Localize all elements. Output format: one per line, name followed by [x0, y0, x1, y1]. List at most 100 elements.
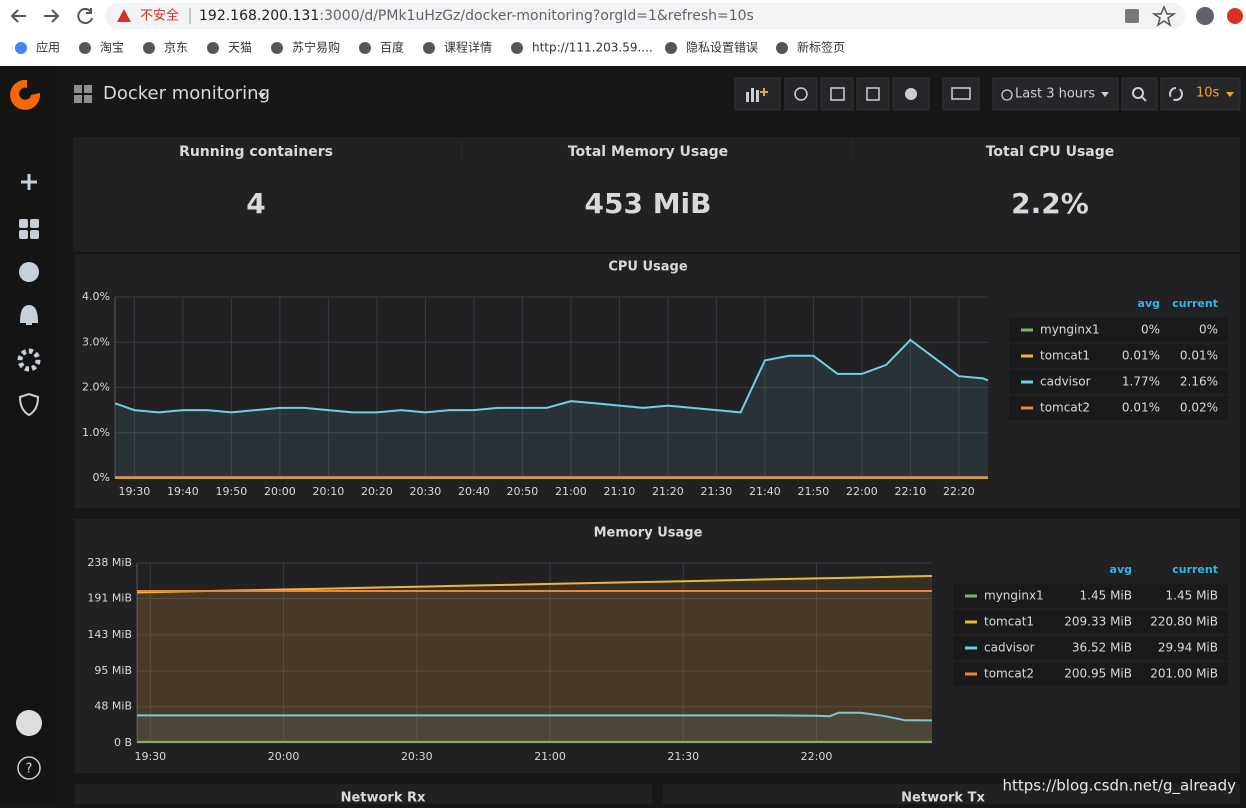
legend-current: 220.80 MiB — [1150, 615, 1218, 629]
zoom-button[interactable] — [1121, 77, 1158, 111]
dashboard-title[interactable]: Docker monitoring — [103, 83, 270, 104]
y-tick-label: 0% — [93, 471, 110, 484]
x-tick-label: 22:20 — [943, 485, 975, 498]
y-tick-label: 0 B — [114, 736, 132, 749]
series-line — [137, 711, 933, 722]
share-button[interactable] — [820, 77, 854, 111]
stat-title: Running containers — [179, 144, 333, 160]
x-tick-label: 21:30 — [701, 485, 733, 498]
save-button[interactable] — [856, 77, 890, 111]
y-tick-label: 1.0% — [82, 426, 110, 439]
legend-name: cadvisor — [984, 641, 1035, 655]
bookmark-icon — [143, 42, 155, 54]
bookmark[interactable]: 百度 — [380, 40, 404, 55]
area-fill — [115, 340, 988, 478]
x-tick-label: 20:00 — [268, 750, 300, 763]
toolbar — [734, 77, 1241, 111]
legend-current: 201.00 MiB — [1150, 667, 1218, 681]
help-icon[interactable] — [17, 756, 41, 780]
forward-button[interactable] — [44, 9, 60, 23]
watermark: https://blog.csdn.net/g_already — [1003, 777, 1237, 796]
legend-row — [1009, 396, 1228, 420]
legend-row — [1009, 344, 1228, 368]
back-button[interactable] — [10, 9, 26, 23]
profile-icon[interactable] — [1196, 7, 1214, 25]
caret — [258, 93, 266, 98]
grafana-logo[interactable] — [10, 79, 41, 110]
bookmark-icon — [359, 42, 371, 54]
menu-icon[interactable] — [1227, 8, 1243, 24]
bookmark[interactable]: 隐私设置错误 — [686, 41, 758, 55]
series-line — [114, 338, 989, 414]
refresh-interval[interactable]: 10s — [1196, 86, 1220, 101]
bookmark-icon — [207, 42, 219, 54]
bookmark[interactable]: 苏宁易购 — [292, 40, 340, 55]
legend-avg: 36.52 MiB — [1072, 641, 1132, 655]
legend-current: 0% — [1199, 323, 1218, 337]
stat-value: 4 — [246, 187, 265, 220]
star-icon[interactable] — [1151, 5, 1177, 27]
y-tick-label: 191 MiB — [87, 592, 132, 605]
config-icon[interactable] — [17, 348, 41, 372]
bookmark[interactable]: 应用 — [36, 40, 60, 55]
x-tick-label: 20:10 — [313, 485, 345, 498]
bookmark-icon — [423, 42, 435, 54]
legend-avg: 200.95 MiB — [1064, 667, 1132, 681]
x-tick-label: 19:30 — [134, 750, 166, 763]
tv-button[interactable] — [942, 77, 980, 111]
bookmark[interactable]: 新标签页 — [797, 40, 845, 55]
legend-name: mynginx1 — [1040, 323, 1100, 337]
panel-title: CPU Usage — [608, 260, 688, 275]
stat-title: Total Memory Usage — [568, 144, 728, 160]
explore-icon[interactable] — [19, 262, 39, 282]
x-tick-label: 22:00 — [846, 485, 878, 498]
time-range[interactable]: Last 3 hours — [1015, 87, 1095, 102]
bookmark-icon — [271, 42, 283, 54]
legend-header: avg — [1138, 297, 1160, 310]
bookmark-icon — [511, 42, 523, 54]
x-tick-label: 21:40 — [749, 485, 781, 498]
y-tick-label: 238 MiB — [87, 556, 132, 569]
admin-icon[interactable] — [18, 392, 40, 417]
alerting-icon[interactable] — [19, 304, 39, 325]
help-glyph: ? — [26, 762, 33, 777]
bookmark[interactable]: 天猫 — [228, 41, 252, 55]
legend-current: 0.01% — [1180, 349, 1218, 363]
create-icon[interactable] — [21, 174, 37, 190]
x-tick-label: 21:00 — [534, 750, 566, 763]
refresh-picker[interactable] — [1160, 77, 1241, 111]
bookmark-icon — [15, 42, 27, 54]
bookmark[interactable]: 京东 — [164, 41, 188, 55]
area-fill — [137, 591, 932, 743]
legend-current: 1.45 MiB — [1166, 589, 1218, 603]
bookmark-icon — [79, 42, 91, 54]
legend-name: cadvisor — [1040, 375, 1091, 389]
star-button[interactable] — [784, 77, 818, 111]
y-tick-label: 4.0% — [82, 290, 110, 303]
translate-icon[interactable] — [1125, 9, 1139, 23]
add-panel-button[interactable] — [734, 77, 781, 111]
x-tick-label: 19:30 — [119, 485, 151, 498]
reload-button[interactable] — [77, 8, 93, 25]
warning-icon — [117, 9, 131, 22]
bookmark[interactable]: http://111.203.59.... — [532, 41, 653, 55]
time-picker[interactable] — [992, 77, 1119, 111]
area-fill — [137, 576, 932, 743]
x-tick-label: 21:50 — [798, 485, 830, 498]
legend-name: tomcat2 — [1040, 401, 1090, 415]
url-path: :3000/d/PMk1uHzGz/docker-monitoring?orgI… — [319, 8, 754, 24]
address-bar[interactable] — [105, 3, 1185, 29]
area-fill — [137, 712, 932, 743]
avatar[interactable] — [16, 710, 42, 736]
x-tick-label: 22:00 — [801, 750, 833, 763]
x-tick-label: 21:20 — [652, 485, 684, 498]
stat-value: 2.2% — [1011, 187, 1089, 220]
x-tick-label: 20:20 — [361, 485, 393, 498]
x-tick-label: 21:00 — [555, 485, 587, 498]
bookmark[interactable]: 淘宝 — [100, 41, 124, 55]
x-tick-label: 20:00 — [264, 485, 296, 498]
bookmark-icon — [776, 42, 788, 54]
bookmark[interactable]: 课程详情 — [444, 40, 492, 55]
y-tick-label: 143 MiB — [87, 628, 132, 641]
dashboards-icon[interactable] — [19, 219, 39, 239]
